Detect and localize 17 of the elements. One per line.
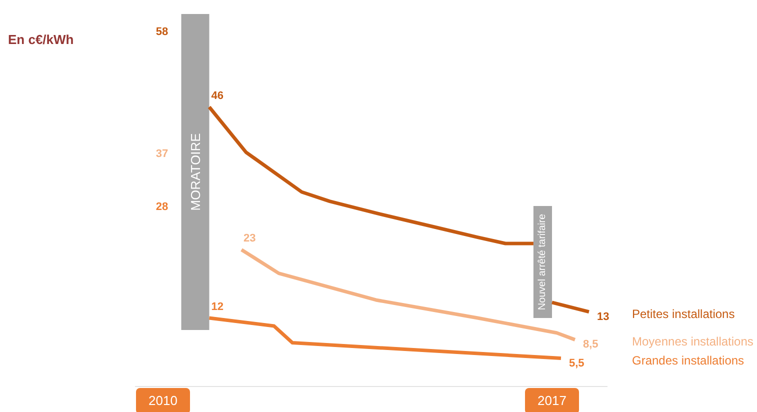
band-label: MORATOIRE <box>188 132 203 211</box>
band-label: Nouvel arrêté tarifaire <box>537 213 548 310</box>
text: Moyennes installations <box>632 334 754 349</box>
data-label: 8,5 <box>582 338 598 351</box>
text: Grandes installations <box>632 353 744 368</box>
data-label: 13 <box>596 310 610 323</box>
data-label: 23 <box>244 232 256 245</box>
annotation: 28 <box>156 201 168 213</box>
x-tick-label: 2017 <box>538 393 566 408</box>
data-label: 12 <box>211 300 224 313</box>
text: 58 <box>156 26 168 38</box>
annotation: 37 <box>156 148 168 160</box>
text: Petites installations <box>632 306 735 321</box>
data-label: 46 <box>211 90 224 102</box>
text: En c€/kWh <box>8 32 74 47</box>
x-tick-label: 2010 <box>148 393 178 408</box>
data-label: 5,5 <box>568 357 584 370</box>
